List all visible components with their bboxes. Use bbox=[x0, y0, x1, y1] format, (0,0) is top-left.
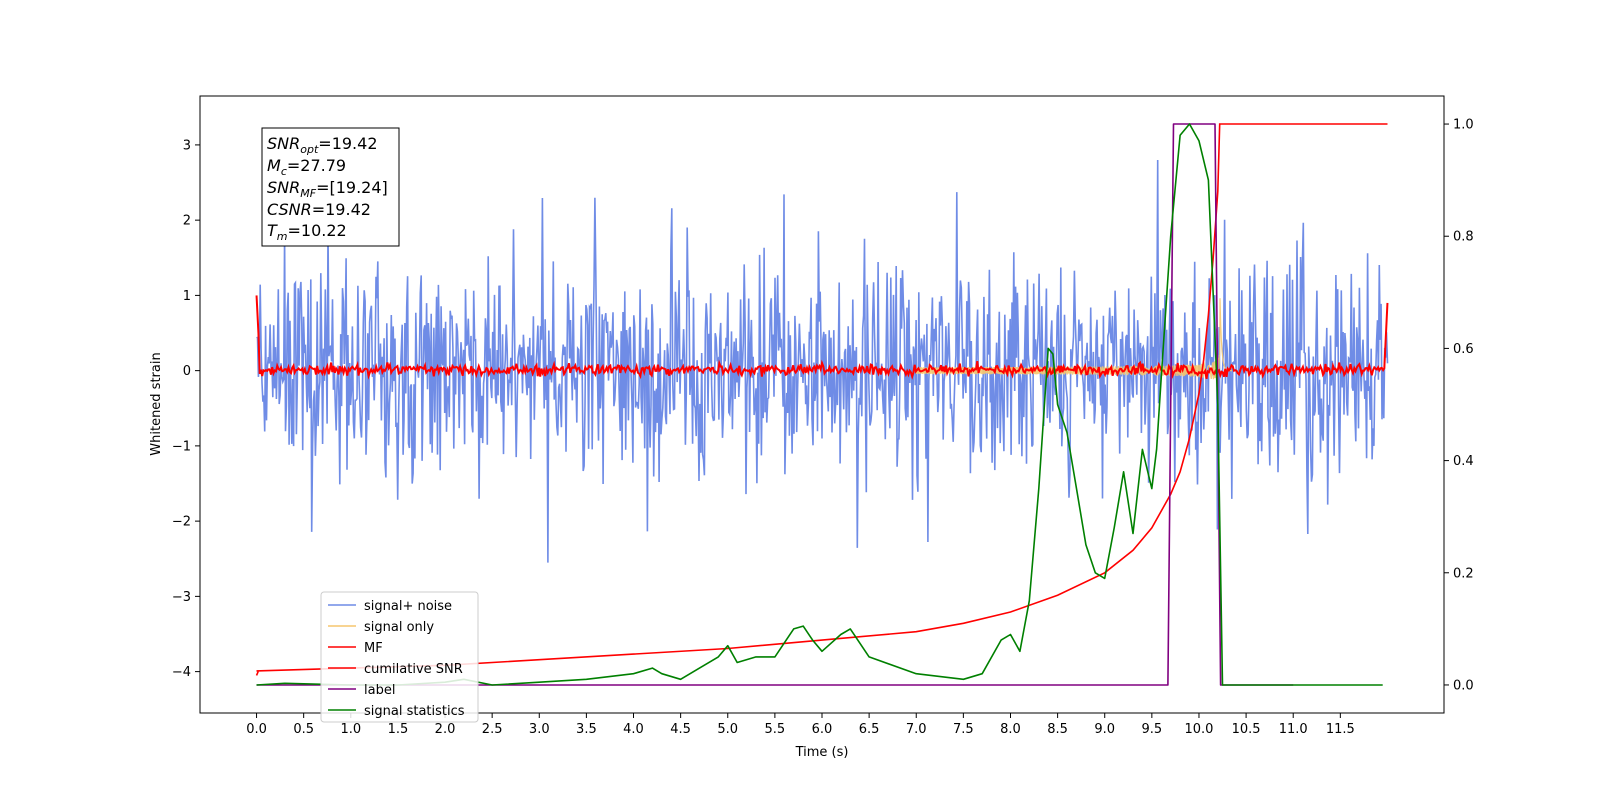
x-tick-label: 6.5 bbox=[859, 722, 880, 737]
x-tick-label: 7.5 bbox=[953, 722, 974, 737]
x-tick-label: 11.0 bbox=[1279, 722, 1308, 737]
x-tick-label: 0.0 bbox=[246, 722, 267, 737]
y2-tick-label: 0.8 bbox=[1453, 230, 1474, 245]
x-tick-label: 5.5 bbox=[765, 722, 786, 737]
series-signal-noise bbox=[256, 159, 1389, 563]
legend-entry-signal-only: signal only bbox=[328, 620, 434, 635]
x-tick-label: 2.5 bbox=[482, 722, 503, 737]
annotation-snr-mf: SNRMF=[19.24] bbox=[267, 178, 388, 200]
x-tick-label: 6.0 bbox=[812, 722, 833, 737]
y2-tick-label: 1.0 bbox=[1453, 118, 1474, 133]
x-tick-label: 9.5 bbox=[1142, 722, 1163, 737]
annotation-mc: Mc=27.79 bbox=[267, 156, 346, 178]
annotation-csnr: CSNR=19.42 bbox=[267, 200, 371, 219]
x-tick-label: 2.0 bbox=[435, 722, 456, 737]
legend-frame bbox=[320, 591, 479, 723]
series-mf bbox=[255, 295, 1389, 380]
y2-tick-label: 0.2 bbox=[1453, 566, 1474, 581]
x-axis-label: Time (s) bbox=[795, 745, 849, 760]
y-tick-label: −2 bbox=[172, 515, 191, 530]
legend-label-signal-only: signal only bbox=[364, 620, 434, 635]
x-axis: 0.0 0.5 1.0 1.5 2.0 2.5 3.0 3.5 4.0 4.5 5.0 5.5 6.0 6… bbox=[246, 713, 1355, 737]
annotation-snr-opt: SNRopt=19.42 bbox=[267, 134, 378, 156]
x-tick-label: 8.0 bbox=[1000, 722, 1021, 737]
y-tick-label: 2 bbox=[183, 214, 191, 229]
x-tick-label: 11.5 bbox=[1326, 722, 1355, 737]
y-tick-label: −4 bbox=[172, 665, 191, 680]
legend-label-cumulative-snr: cumilative SNR bbox=[364, 662, 463, 677]
x-tick-label: 8.5 bbox=[1047, 722, 1068, 737]
y-tick-label: 1 bbox=[183, 289, 191, 304]
legend-label-label: label bbox=[364, 683, 395, 698]
x-tick-label: 5.0 bbox=[717, 722, 738, 737]
legend-entry-label: label bbox=[328, 683, 395, 698]
y2-tick-label: 0.0 bbox=[1453, 678, 1474, 693]
x-tick-label: 3.0 bbox=[529, 722, 550, 737]
y-axis-left: 3 2 1 0 −1 −2 −3 −4 bbox=[172, 138, 200, 680]
y-axis-right: 1.0 0.8 0.6 0.4 0.2 0.0 bbox=[1444, 118, 1474, 693]
legend-entry-signal-statistics: signal statistics bbox=[328, 704, 465, 719]
x-tick-label: 0.5 bbox=[293, 722, 314, 737]
x-tick-label: 7.0 bbox=[906, 722, 927, 737]
legend-entry-mf: MF bbox=[328, 641, 383, 656]
legend-label-mf: MF bbox=[364, 641, 383, 656]
x-tick-label: 1.0 bbox=[340, 722, 361, 737]
y-tick-label: −1 bbox=[172, 439, 191, 454]
legend-entry-cumulative-snr: cumilative SNR bbox=[328, 662, 463, 677]
x-tick-label: 4.5 bbox=[670, 722, 691, 737]
x-tick-label: 4.0 bbox=[623, 722, 644, 737]
legend-label-signal-statistics: signal statistics bbox=[364, 704, 465, 719]
annotation-box bbox=[261, 127, 400, 247]
y-tick-label: 3 bbox=[183, 138, 191, 153]
x-tick-label: 9.0 bbox=[1094, 722, 1115, 737]
x-tick-label: 10.0 bbox=[1184, 722, 1213, 737]
legend: signal+ noise signal only MF cumilative … bbox=[320, 591, 479, 723]
annotation-tm: Tm=10.22 bbox=[267, 221, 347, 243]
x-tick-label: 3.5 bbox=[576, 722, 597, 737]
y2-tick-label: 0.6 bbox=[1453, 342, 1474, 357]
legend-label-signal-noise: signal+ noise bbox=[364, 599, 452, 614]
x-tick-label: 10.5 bbox=[1232, 722, 1261, 737]
legend-entry-signal-noise: signal+ noise bbox=[328, 599, 452, 614]
y-tick-label: 0 bbox=[183, 364, 191, 379]
y-tick-label: −3 bbox=[172, 590, 191, 605]
x-tick-label: 1.5 bbox=[388, 722, 409, 737]
stats-annotation: SNRopt=19.42 Mc=27.79 SNRMF=[19.24] CSNR… bbox=[261, 127, 400, 247]
y2-tick-label: 0.4 bbox=[1453, 454, 1474, 469]
y-axis-label: Whitened strain bbox=[149, 352, 164, 455]
